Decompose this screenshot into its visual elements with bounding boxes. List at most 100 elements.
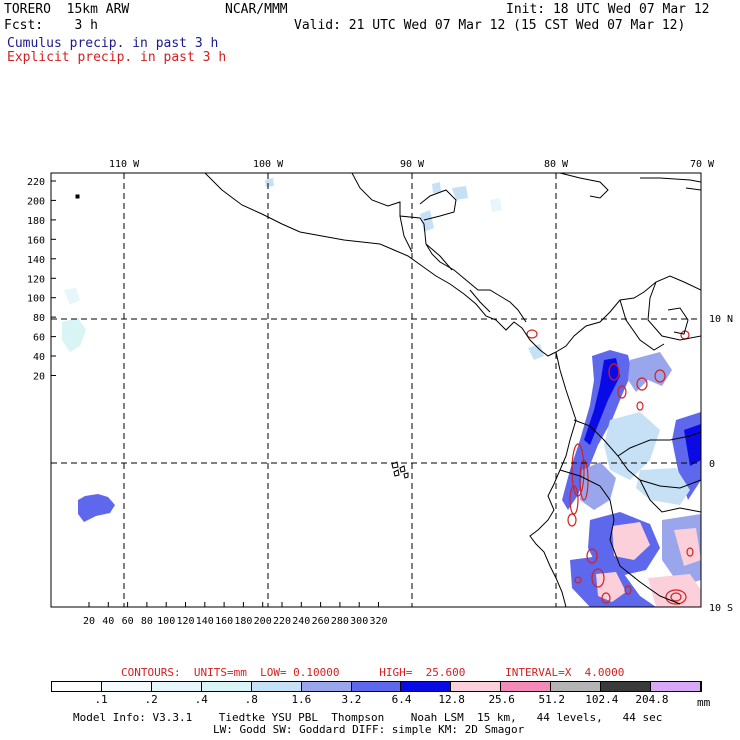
x-tick-label: 160 [215, 616, 233, 627]
plot-frame [50, 172, 702, 608]
model-title: TORERO 15km ARW [4, 2, 130, 17]
colorbar-value: 12.8 [438, 693, 465, 706]
border [573, 419, 701, 489]
colorbar-value: .1 [94, 693, 108, 706]
precip-area [432, 182, 441, 193]
colorbar-swatch [52, 682, 102, 691]
border [639, 479, 701, 513]
lon-label: 90 W [400, 159, 425, 170]
island [393, 469, 400, 477]
contour [636, 401, 644, 411]
precip-area [452, 186, 468, 200]
y-tick-label: 160 [27, 235, 45, 246]
valid-time: Valid: 21 UTC Wed 07 Mar 12 (15 CST Wed … [294, 18, 686, 33]
y-tick-label: 100 [27, 294, 45, 305]
contours-info: CONTOURS: UNITS=mm LOW= 0.10000 HIGH= 25… [121, 666, 625, 679]
y-tick-label: 220 [27, 177, 45, 188]
border [559, 469, 681, 605]
contour [654, 369, 666, 383]
border [469, 289, 491, 313]
coastline [529, 351, 577, 607]
colorbar-unit: mm [697, 696, 711, 709]
colorbar [51, 681, 702, 692]
border [399, 215, 413, 253]
colorbar-swatch [101, 682, 152, 691]
precip-area [612, 522, 650, 560]
contour [617, 385, 627, 399]
y-tick-label: 140 [27, 255, 45, 266]
x-tick-label: 200 [254, 616, 272, 627]
right-lat-labels: 10 N 0 10 S [709, 314, 733, 614]
lat-label: 10 N [709, 314, 733, 325]
lon-label: 100 W [253, 159, 284, 170]
y-ticks: 20 40 60 80 100 120 140 160 180 200 220 [27, 177, 56, 383]
island [75, 194, 80, 199]
top-lon-labels: 110 W 100 W 90 W 80 W 70 W [109, 159, 715, 170]
precip-area [490, 198, 502, 212]
contour [670, 592, 682, 602]
island [403, 472, 409, 479]
model-physics: LW: Godd SW: Goddard DIFF: simple KM: 2D… [213, 723, 525, 736]
explicit-precip-contours [526, 329, 694, 605]
x-tick-label: 240 [292, 616, 310, 627]
island [399, 465, 406, 473]
colorbar-swatch [151, 682, 202, 691]
precip-area [78, 494, 115, 522]
x-tick-label: 120 [176, 616, 194, 627]
border [647, 281, 701, 341]
colorbar-value: 51.2 [538, 693, 566, 706]
contour [569, 485, 579, 515]
contour [665, 589, 687, 605]
colorbar-value: 3.2 [341, 693, 362, 706]
colorbar-swatch [201, 682, 252, 691]
colorbar-value: 1.6 [291, 693, 312, 706]
lon-label: 110 W [109, 159, 140, 170]
x-ticks: 20 40 60 80 100 120 140 160 180 200 220 240 260 280 30… [83, 602, 388, 627]
colorbar-value: 204.8 [635, 693, 669, 706]
precip-area [584, 358, 620, 445]
colorbar-value: 6.4 [391, 693, 412, 706]
x-tick-label: 260 [312, 616, 330, 627]
colorbar-swatch [251, 682, 302, 691]
x-tick-label: 220 [273, 616, 291, 627]
coastlines [75, 173, 701, 607]
lat-label: 10 S [709, 603, 733, 614]
x-tick-label: 80 [141, 616, 153, 627]
y-tick-label: 20 [33, 372, 45, 383]
precip-area [580, 462, 616, 510]
y-tick-label: 80 [33, 313, 45, 324]
coastline [640, 177, 701, 183]
coastline [685, 187, 701, 191]
x-tick-label: 180 [234, 616, 252, 627]
x-tick-label: 320 [369, 616, 387, 627]
precip-area [265, 178, 274, 187]
colorbar-swatch [451, 682, 502, 691]
colorbar-swatch [601, 682, 652, 691]
colorbar-swatch [401, 682, 452, 691]
colorbar-value: 102.4 [585, 693, 619, 706]
lat-lon-grid [51, 173, 701, 607]
colorbar-swatch [501, 682, 552, 691]
y-tick-label: 180 [27, 216, 45, 227]
contour [591, 568, 605, 588]
precip-area [528, 344, 544, 360]
coastline [667, 307, 689, 335]
colorbar-swatch [351, 682, 402, 691]
y-tick-label: 60 [33, 333, 45, 344]
coastline [204, 173, 557, 357]
border [425, 243, 453, 271]
forecast-hour: Fcst: 3 h [4, 18, 98, 33]
y-tick-label: 120 [27, 274, 45, 285]
coastline [559, 173, 609, 199]
precip-area [420, 210, 434, 232]
contour [686, 547, 694, 557]
coastline [419, 189, 457, 221]
x-tick-label: 300 [350, 616, 368, 627]
x-tick-label: 40 [102, 616, 114, 627]
colorbar-swatch [651, 682, 701, 691]
x-tick-label: 20 [83, 616, 95, 627]
colorbar-value: .2 [144, 693, 158, 706]
precip-area [62, 318, 86, 352]
contour [608, 363, 620, 381]
y-tick-label: 40 [33, 352, 45, 363]
